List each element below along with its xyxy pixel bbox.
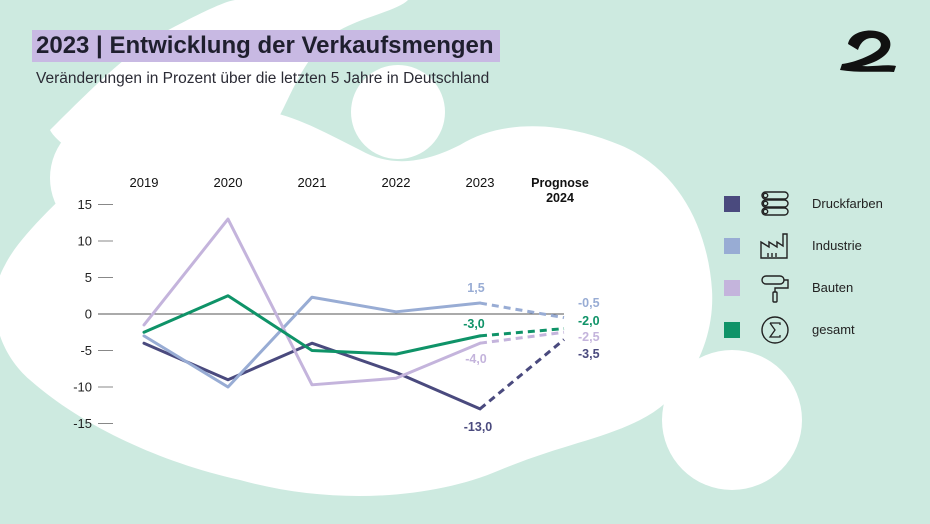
- legend-item-druckfarben: Druckfarben: [724, 188, 914, 218]
- printer-rollers-icon: [761, 191, 789, 216]
- x-tick-label-forecast: Prognose: [531, 176, 589, 190]
- white-circle-small: [351, 65, 445, 159]
- y-tick-label: 5: [85, 270, 92, 285]
- x-tick-label-forecast-year: 2024: [546, 191, 574, 205]
- legend-label-gesamt: gesamt: [812, 322, 855, 337]
- legend-swatch-industrie: [724, 238, 740, 254]
- series-forecast-industrie: [479, 301, 565, 320]
- page-title: 2023 | Entwicklung der Verkaufsmengen: [36, 32, 494, 59]
- legend-swatch-bauten: [724, 280, 740, 296]
- data-label-2023-druckfarben: -13,0: [464, 420, 493, 434]
- factory-icon: [760, 233, 788, 259]
- data-label-forecast-druckfarben: -3,5: [578, 347, 600, 361]
- data-label-2023-industrie: 1,5: [467, 281, 484, 295]
- x-tick-label: 2022: [382, 175, 411, 190]
- legend-label-druckfarben: Druckfarben: [812, 196, 883, 211]
- y-tick-label: -10: [73, 380, 92, 395]
- x-tick-label: 2020: [214, 175, 243, 190]
- data-label-forecast-industrie: -0,5: [578, 296, 600, 310]
- title-highlight: 2023 | Entwicklung der Verkaufsmengen: [32, 30, 500, 62]
- paint-roller-icon: [761, 275, 789, 303]
- page-subtitle: Veränderungen in Prozent über die letzte…: [36, 70, 490, 87]
- y-tick-label: -15: [73, 416, 92, 431]
- series-forecast-gesamt: [479, 327, 565, 338]
- x-tick-label: 2023: [466, 175, 495, 190]
- data-label-forecast-bauten: -2,5: [578, 330, 600, 344]
- series-line-bauten: [142, 217, 482, 387]
- white-blob-main: [0, 110, 713, 496]
- series-forecast-bauten: [479, 330, 565, 345]
- data-label-forecast-gesamt: -2,0: [578, 314, 600, 328]
- y-tick-label: 15: [78, 197, 92, 212]
- series-line-industrie: [142, 295, 482, 389]
- legend-label-bauten: Bauten: [812, 280, 854, 295]
- y-tick-label: -5: [80, 343, 92, 358]
- legend-swatch-gesamt: [724, 322, 740, 338]
- legend-swatch-druckfarben: [724, 196, 740, 212]
- x-tick-label: 2021: [298, 175, 327, 190]
- legend-item-industrie: Industrie: [724, 230, 914, 260]
- series-forecast-druckfarben: [479, 338, 565, 411]
- series-line-druckfarben: [142, 341, 482, 411]
- brand-logo: [840, 30, 896, 72]
- white-circle-top-left: [50, 116, 174, 240]
- data-label-2023-gesamt: -3,0: [463, 317, 485, 331]
- sigma-icon: [761, 316, 789, 344]
- y-tick-label: 0: [85, 307, 92, 322]
- legend-item-gesamt: gesamt: [724, 314, 914, 344]
- data-label-2023-bauten: -4,0: [465, 352, 487, 366]
- legend-item-bauten: Bauten: [724, 272, 914, 303]
- white-circle-right: [662, 350, 802, 490]
- y-tick-label: 10: [78, 234, 92, 249]
- series-line-gesamt: [142, 294, 482, 356]
- x-tick-label: 2019: [130, 175, 159, 190]
- legend-label-industrie: Industrie: [812, 238, 862, 253]
